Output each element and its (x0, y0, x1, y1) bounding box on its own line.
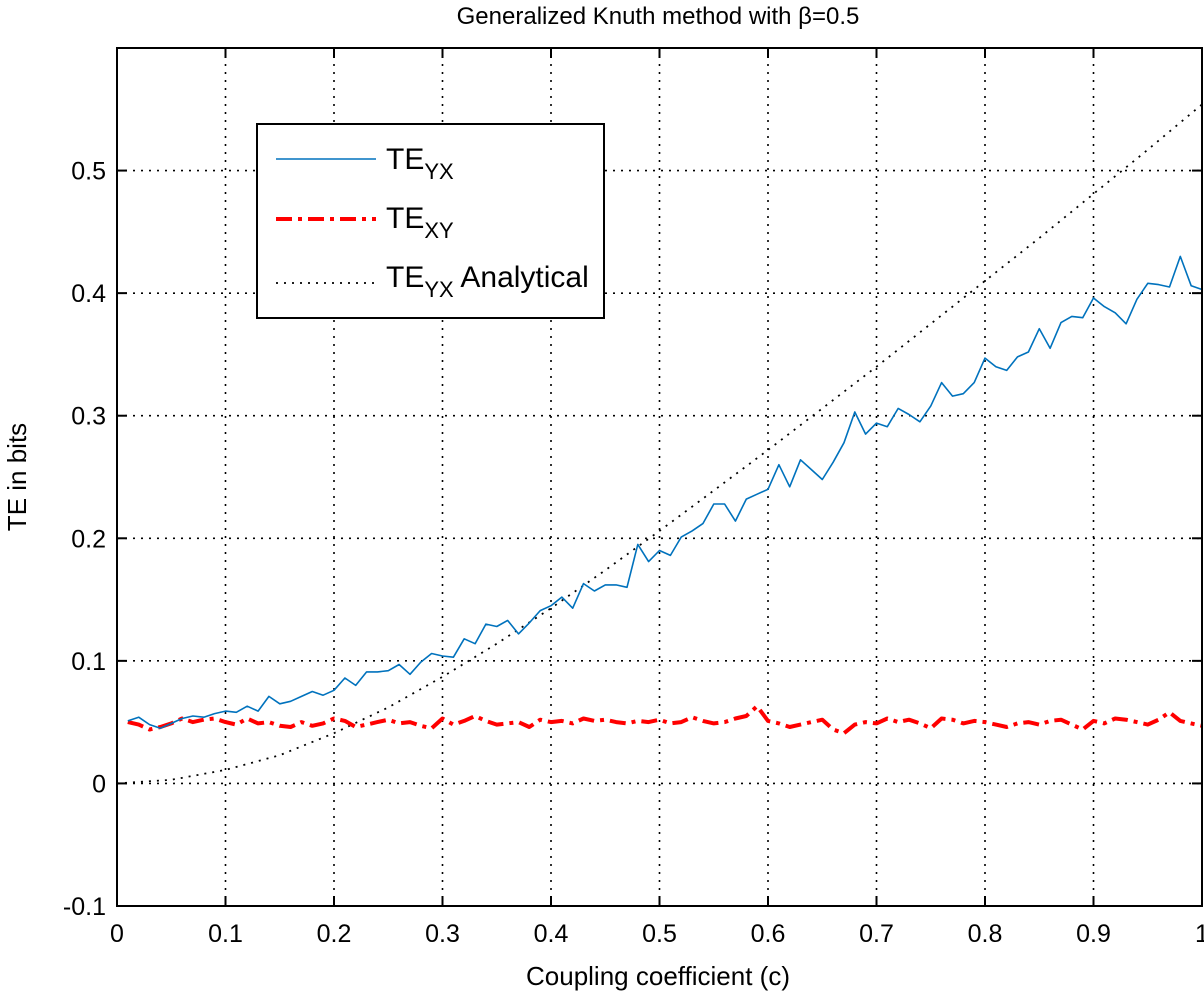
x-tick-label: 0.6 (751, 920, 786, 948)
legend-label-sub: XY (424, 218, 454, 243)
te-xy-series-line (127, 704, 1203, 736)
te-yx-series-line (127, 255, 1203, 730)
x-tick-label: 0.5 (642, 920, 677, 948)
legend-label-main: TE (386, 202, 424, 235)
legend-label-te-yx-analytical: TEYX Analytical (386, 261, 589, 302)
x-tick-label: 0.4 (534, 920, 569, 948)
legend-label-main: TE (386, 143, 424, 176)
y-axis-label: TE in bits (2, 423, 32, 531)
series-layer (116, 103, 1203, 785)
legend-label-sub: YX (424, 159, 454, 184)
y-tick-label: 0.5 (71, 158, 106, 186)
x-tick-label: 0.8 (968, 920, 1003, 948)
y-tick-label: -0.1 (63, 893, 106, 921)
y-tick-label: 0.2 (71, 525, 106, 553)
legend-label-te-yx: TEYX (386, 143, 454, 184)
grid-lines (117, 48, 1202, 906)
x-tick-label: 0.1 (208, 920, 243, 948)
x-tick-labels: 0 0.1 0.2 0.3 0.4 0.5 0.6 0.7 0.8 0.9 1 (110, 920, 1204, 948)
x-axis-label: Coupling coefficient (c) (526, 961, 790, 991)
x-tick-label: 0.2 (317, 920, 352, 948)
y-tick-label: 0.1 (71, 648, 106, 676)
legend-label-te-xy: TEXY (386, 202, 454, 243)
x-tick-label: 0.3 (425, 920, 460, 948)
legend: TEYX TEXY TEYX Analytical (256, 123, 605, 319)
legend-label-sub: YX (424, 277, 454, 302)
legend-label-suffix: Analytical (454, 261, 589, 294)
x-tick-label: 0.7 (859, 920, 894, 948)
chart-title: Generalized Knuth method with β=0.5 (457, 3, 860, 30)
y-tick-label: 0.3 (71, 403, 106, 431)
x-tick-label: 1 (1195, 920, 1204, 948)
y-tick-labels: -0.1 0 0.1 0.2 0.3 0.4 0.5 (63, 158, 106, 921)
y-tick-label: 0 (92, 770, 106, 798)
axis-ticks (116, 48, 1203, 907)
x-tick-label: 0.9 (1076, 920, 1111, 948)
te-yx-analytical-series-line (116, 103, 1203, 785)
y-tick-label: 0.4 (71, 280, 106, 308)
x-tick-label: 0 (110, 920, 124, 948)
legend-label-main: TE (386, 261, 424, 294)
